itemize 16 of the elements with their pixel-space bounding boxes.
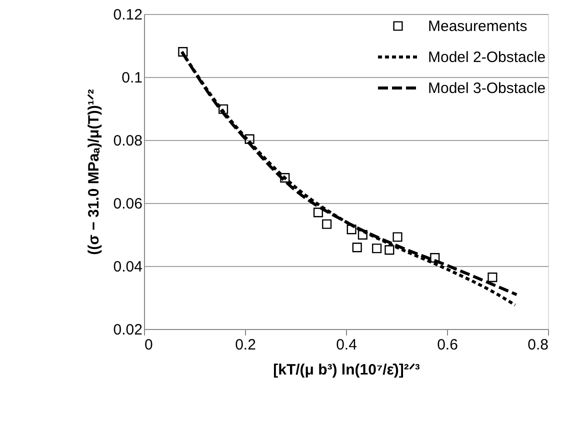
y-axis-title: ((σ − 31.0 MPaₐ)/μ(T))¹ᐟ²	[85, 89, 102, 255]
x-tick-label: 0.6	[437, 336, 458, 354]
y-tick-label: 0.08	[113, 132, 142, 150]
x-tick-label: 0.4	[336, 336, 357, 354]
legend-label: Model 2-Obstacle	[428, 49, 546, 66]
y-tick-label: 0.02	[113, 322, 142, 338]
y-tick-label: 0.06	[113, 196, 142, 212]
legend-label: Model 3-Obstacle	[428, 80, 546, 97]
legend-label: Measurements	[428, 18, 528, 35]
y-tick-label: 0.12	[113, 6, 142, 24]
x-tick-label: 0.8	[528, 336, 548, 354]
x-axis-title: [kT/(μ b³) ln(10⁷/ε̇)]²ᐟ³	[273, 362, 420, 378]
x-tick-label: 0.2	[235, 336, 256, 354]
y-tick-label: 0.04	[113, 258, 142, 276]
y-tick-label: 0.1	[122, 70, 142, 86]
x-tick-label: 0	[144, 336, 153, 354]
